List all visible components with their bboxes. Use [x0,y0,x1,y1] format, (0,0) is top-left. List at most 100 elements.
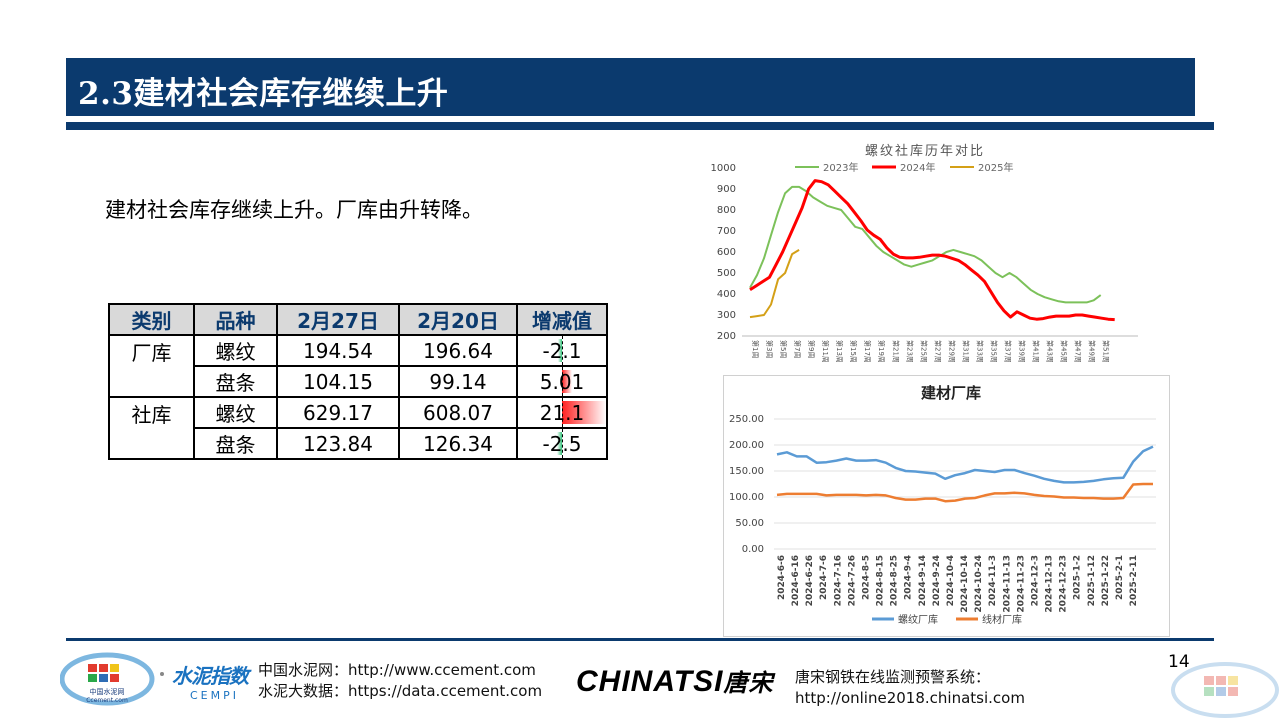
tangsong-link[interactable]: http://online2018.chinatsi.com [795,689,1025,707]
x-tick-label: 2025-1-22 [1101,555,1111,606]
x-tick-label: 第17周 [863,340,872,363]
cement-site-link[interactable]: 中国水泥网：http://www.ccement.com [258,661,536,679]
x-tick-label: 2024-11-3 [988,555,998,606]
y-tick-label: 250.00 [729,414,764,425]
series-line-2024年 [749,179,1115,322]
table-row: 厂库 螺纹 194.54 196.64 -2.1 [108,334,608,367]
chart-title: 螺纹社库历年对比 [865,143,985,159]
header-category: 类别 [108,303,195,336]
change-value: 21.1 [539,400,585,425]
table-cell-date2: 608.07 [398,396,518,429]
x-tick-label: 第45周 [1060,340,1069,363]
table-row: 盘条 123.84 126.34 -2.5 [108,427,608,460]
x-tick-label: 第41周 [1032,340,1041,363]
subtitle: 建材社会库存继续上升。厂库由升转降。 [105,198,483,222]
y-tick-label: 100.00 [729,492,764,503]
table-cell-category [108,366,195,398]
tangsong-links: 唐宋钢铁在线监测预警系统： http://online2018.chinatsi… [795,667,1025,709]
negative-data-bar [557,339,562,362]
change-value: 5.01 [539,369,585,394]
svg-text:中国水泥网: 中国水泥网 [90,687,125,696]
x-tick-label: 第21周 [891,340,900,363]
x-tick-label: 第47周 [1074,340,1083,363]
table-cell-date2: 99.14 [398,365,518,398]
x-tick-label: 2024-12-3 [1030,555,1040,606]
table-cell-date1: 629.17 [276,396,400,429]
y-tick-label: 200 [717,331,736,342]
y-tick-label: 150.00 [729,466,764,477]
table-cell-category: 厂库 [108,334,195,366]
x-tick-label: 2024-10-14 [960,555,970,613]
y-tick-label: 1000 [711,163,736,174]
x-tick-label: 第3周 [765,340,774,358]
cement-links: 中国水泥网：http://www.ccement.com 水泥大数据：https… [258,660,542,702]
table-cell-change: 21.1 [516,396,608,429]
table-cell-category [108,428,195,460]
page-number: 14 [1168,652,1190,672]
table-cell-change: -2.5 [516,427,608,460]
x-tick-label: 2024-8-25 [890,555,900,606]
x-tick-label: 第15周 [849,340,858,363]
table-cell-item: 螺纹 [193,396,278,429]
y-tick-label: 50.00 [735,518,764,529]
x-tick-label: 2025-2-1 [1115,555,1125,600]
x-tick-label: 2024-12-13 [1045,555,1055,613]
x-tick-label: 2024-8-15 [876,555,886,606]
x-tick-label: 第39周 [1018,340,1027,363]
tangsong-label: 唐宋钢铁在线监测预警系统： [795,668,991,686]
x-tick-label: 2024-8-5 [861,555,871,600]
cempi-logo: 水泥指数 CEMPI [172,664,249,702]
negative-data-bar [556,432,562,455]
footer-divider [66,638,1214,641]
table-cell-date2: 196.64 [398,334,518,367]
y-tick-label: 0.00 [742,544,764,555]
legend-label: 2025年 [978,161,1013,174]
y-tick-label: 800 [717,205,736,216]
x-tick-label: 第31周 [961,340,970,363]
x-tick-label: 2024-6-26 [805,555,815,606]
cement-data-link[interactable]: 水泥大数据：https://data.ccement.com [258,682,543,700]
x-tick-label: 第43周 [1046,340,1055,363]
rebar-social-stock-chart: 螺纹社库历年对比 200 300 400 500 600 700 800 900 1000 第1周第… [700,138,1150,370]
x-tick-label: 2024-11-13 [1002,555,1012,613]
factory-stock-svg: 建材厂库 0.00 50.00 100.00 150.00 200.00 250.00 202… [729,384,1156,626]
series-line-螺纹厂库 [776,445,1154,484]
x-tick-label: 2024-7-6 [819,555,829,600]
table-row: 盘条 104.15 99.14 5.01 [108,365,608,398]
table-cell-item: 盘条 [193,365,278,398]
y-tick-label: 600 [717,247,736,258]
x-tick-label: 第33周 [975,340,984,363]
x-tick-label: 2024-6-6 [777,555,787,600]
x-tick-label: 2024-9-4 [904,555,914,600]
positive-data-bar [562,401,606,424]
y-tick-label: 300 [717,310,736,321]
table-cell-change: -2.1 [516,334,608,367]
x-tick-label: 2024-7-26 [847,555,857,606]
svg-text:Ccement.com: Ccement.com [86,697,128,704]
x-tick-label: 2025-1-12 [1087,555,1097,606]
x-tick-label: 第37周 [1003,340,1012,363]
table-header-row: 类别 品种 2月27日 2月20日 增减值 [108,303,608,336]
factory-stock-chart: 建材厂库 0.00 50.00 100.00 150.00 200.00 250.00 202… [723,375,1170,637]
legend-label: 2023年 [823,161,858,174]
series-line-2025年 [749,249,800,319]
header-date1: 2月27日 [276,303,400,336]
data-bar-axis [562,367,563,396]
x-tick-label: 第25周 [919,340,928,363]
y-tick-label: 700 [717,226,736,237]
header-date2: 2月20日 [398,303,518,336]
x-tick-label: 2024-10-4 [946,555,956,606]
x-tick-label: 第29周 [947,340,956,363]
header-item: 品种 [193,303,278,336]
ccement-logo: 中国水泥网 Ccement.com [60,652,155,706]
page-title: 2.3建材社会库存继续上升 [78,76,449,112]
y-tick-label: 500 [717,268,736,279]
corner-ccement-logo [1171,662,1279,718]
table-row: 社库 螺纹 629.17 608.07 21.1 [108,396,608,429]
x-tick-label: 2025-1-2 [1073,555,1083,600]
x-tick-label: 第35周 [989,340,998,363]
table-cell-change: 5.01 [516,365,608,398]
x-tick-label: 第9周 [807,340,816,358]
header-change: 增减值 [516,303,608,336]
x-tick-label: 第11周 [821,340,830,363]
